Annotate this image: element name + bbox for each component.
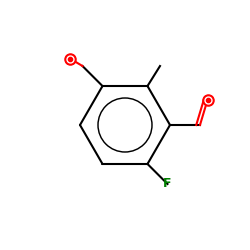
Text: F: F [163, 178, 172, 190]
